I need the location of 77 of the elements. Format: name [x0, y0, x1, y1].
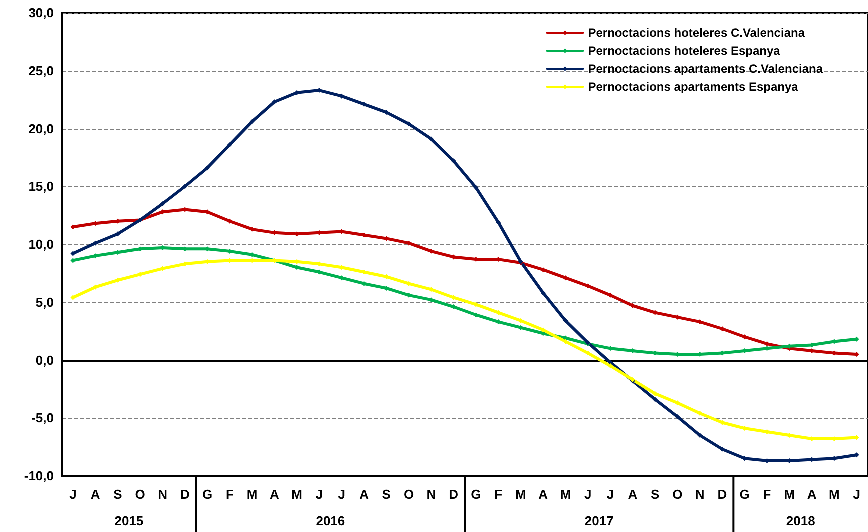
point	[182, 184, 188, 190]
point	[227, 142, 232, 148]
point	[160, 201, 166, 206]
x-tick-label: M	[292, 487, 303, 502]
x-tick-label: D	[718, 487, 728, 502]
point	[675, 414, 680, 420]
point	[428, 136, 434, 142]
x-tick-label: O	[404, 487, 414, 502]
x-tick-label: J	[316, 487, 324, 502]
y-tick-label: 30,0	[28, 6, 54, 20]
text: 2018	[786, 514, 816, 528]
text: 2015	[114, 514, 144, 528]
y-tick-label: -5,0	[32, 410, 54, 426]
x-tick-label: D	[449, 487, 458, 502]
x-tick-label: J	[584, 487, 592, 502]
legend-label: Pernoctacions hoteleres Espanya	[588, 44, 781, 58]
point	[496, 220, 502, 226]
x-tick-label: A	[90, 487, 101, 502]
text: 2017	[584, 514, 614, 528]
point	[608, 292, 614, 298]
point	[272, 100, 278, 105]
y-tick-label: 15,0	[28, 179, 54, 194]
point	[70, 295, 76, 300]
x-tick-label: D	[180, 487, 190, 502]
x-tick-label: G	[202, 487, 213, 502]
x-tick-label: M	[516, 487, 526, 502]
y-tick-label: 25,0	[28, 63, 54, 78]
x-tick-label: A	[360, 487, 370, 502]
point	[586, 350, 591, 356]
x-tick-label: A	[270, 487, 280, 502]
point	[406, 122, 412, 127]
point	[698, 432, 703, 438]
x-tick-label: J	[853, 487, 860, 502]
y-tick-label: 20,0	[28, 121, 54, 136]
x-tick-label: M	[784, 487, 796, 502]
x-tick-label: J	[338, 487, 346, 502]
point	[474, 185, 479, 190]
point	[540, 290, 546, 296]
point	[540, 328, 546, 333]
point	[608, 364, 614, 369]
point	[250, 119, 255, 124]
text: 2016	[316, 514, 346, 528]
x-tick-label: F	[226, 487, 234, 502]
x-tick-label: J	[70, 487, 77, 502]
point	[563, 339, 568, 344]
legend-label: Pernoctacions apartaments C.Valenciana	[588, 62, 824, 76]
x-tick-label: M	[246, 487, 258, 502]
x-tick-label: O	[135, 487, 146, 502]
x-tick-label: J	[606, 487, 614, 502]
y-tick-label: -10,0	[24, 468, 54, 484]
x-tick-label: M	[828, 487, 840, 502]
legend-label: Pernoctacions hoteleres C.Valenciana	[588, 26, 806, 40]
x-tick-label: F	[763, 487, 772, 502]
x-tick-label: N	[426, 487, 436, 502]
point	[205, 166, 210, 171]
y-tick-label: 5,0	[36, 294, 54, 310]
legend-label: Pernoctacions apartaments Espanya	[588, 80, 799, 94]
x-tick-label: A	[538, 487, 549, 502]
point	[451, 158, 456, 164]
x-tick-label: S	[650, 487, 660, 502]
x-tick-label: N	[158, 487, 168, 502]
x-tick-label: G	[740, 487, 750, 502]
x-tick-label: N	[695, 487, 705, 502]
x-tick-label: A	[628, 487, 638, 502]
point	[563, 318, 568, 324]
x-tick-label: G	[471, 487, 482, 502]
x-tick-label: A	[807, 487, 818, 502]
point	[652, 397, 658, 402]
y-tick-label: 10,0	[28, 237, 54, 252]
x-tick-label: S	[382, 487, 392, 502]
x-tick-label: F	[494, 487, 503, 502]
point	[720, 446, 725, 452]
y-tick-label: 0,0	[36, 352, 54, 368]
point	[70, 251, 76, 256]
x-tick-label: O	[672, 487, 683, 502]
x-tick-label: S	[114, 487, 123, 502]
x-tick-label: M	[560, 487, 572, 502]
